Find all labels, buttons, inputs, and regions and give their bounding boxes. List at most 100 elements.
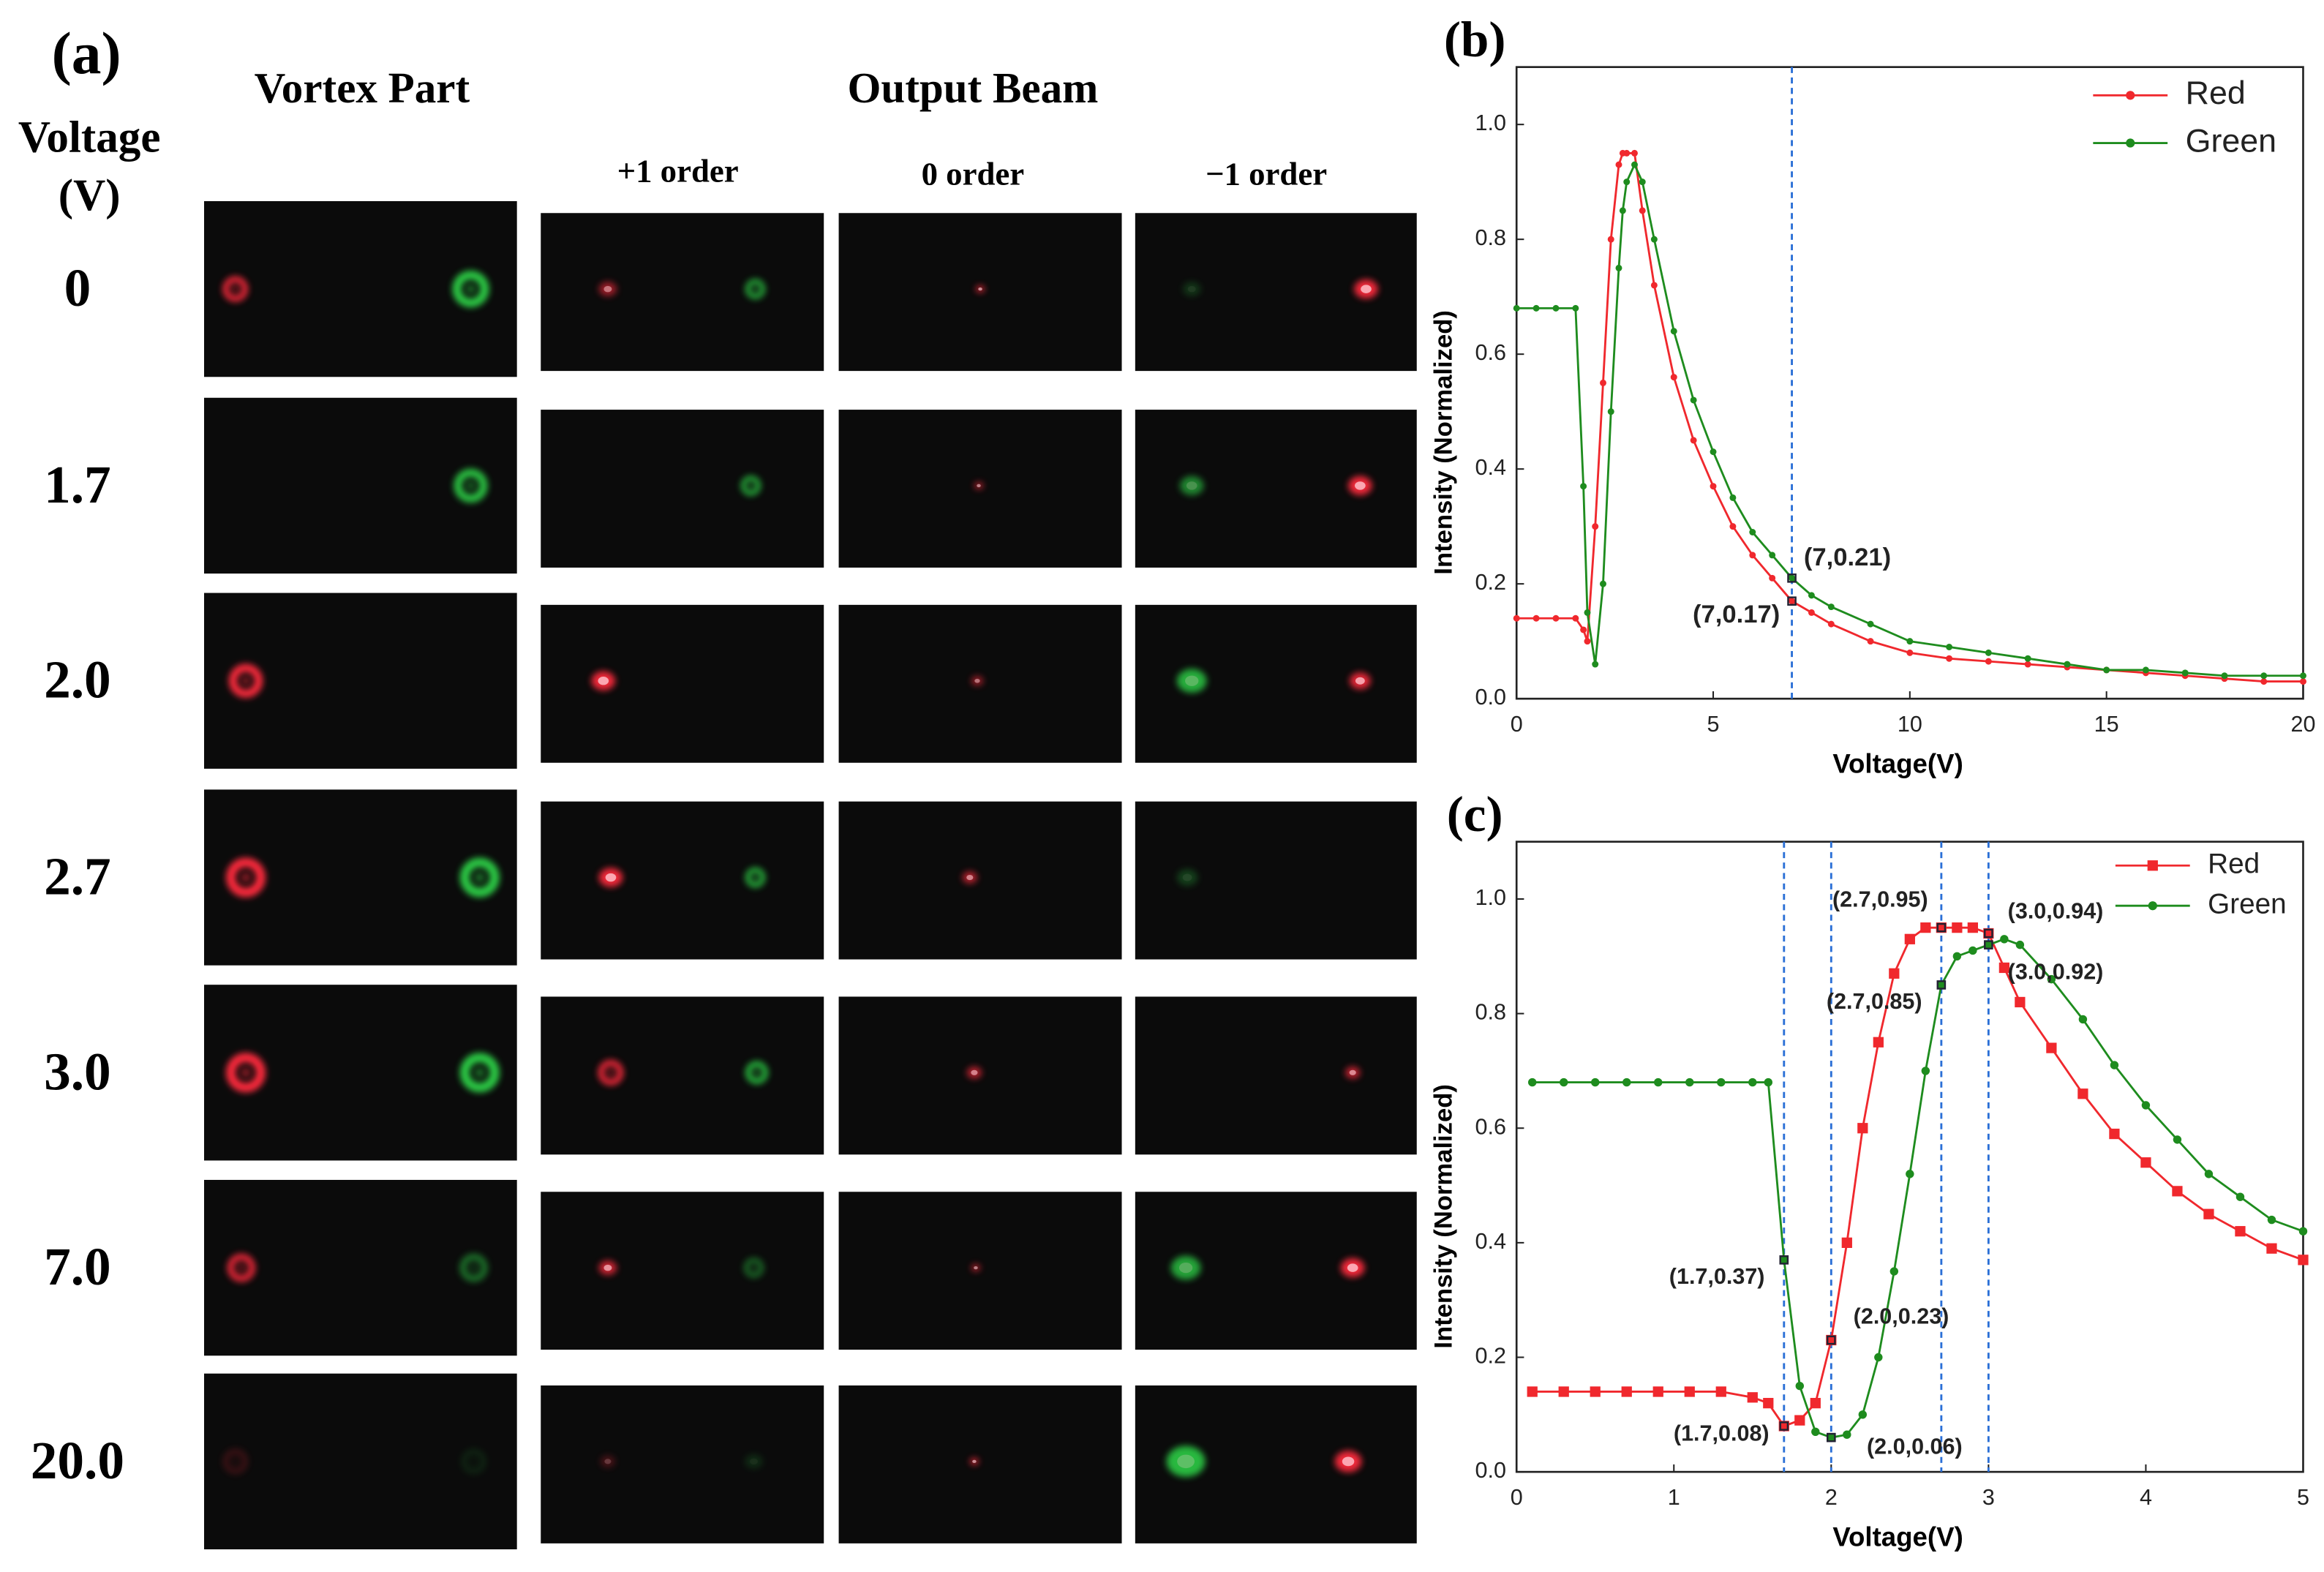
- beam-spot: [1166, 1445, 1206, 1478]
- x-tick-label: 10: [1898, 712, 1922, 737]
- beam-spot-core: [1177, 1454, 1195, 1469]
- beam-spot: [971, 676, 984, 686]
- data-marker: [1729, 523, 1737, 530]
- annotation-point: [1779, 1421, 1789, 1431]
- data-marker: [1690, 437, 1697, 444]
- beam-core: [240, 872, 252, 883]
- y-tick-label: 1.0: [1475, 885, 1505, 910]
- y-tick-label: 0.2: [1475, 570, 1505, 595]
- beam-image: [541, 1385, 824, 1543]
- data-marker: [2046, 1042, 2057, 1053]
- data-marker: [2000, 935, 2009, 944]
- data-marker: [1780, 1255, 1789, 1265]
- beam-spot-core: [966, 874, 974, 881]
- beam-spot-core: [604, 1459, 612, 1464]
- order-header: −1 order: [1206, 156, 1327, 192]
- y-axis-label: Intensity (Normalized): [1430, 1084, 1458, 1349]
- data-marker: [2260, 672, 2268, 680]
- x-tick-label: 5: [2297, 1485, 2309, 1510]
- data-marker: [1558, 1386, 1569, 1397]
- beam-core: [470, 1458, 478, 1465]
- annotation-point: [1826, 1432, 1836, 1443]
- legend-marker: [2147, 860, 2158, 871]
- beam-image: [204, 200, 517, 377]
- data-marker: [1841, 1237, 1852, 1248]
- plot-frame: [1515, 840, 2304, 1473]
- beam-spot-core: [978, 287, 982, 291]
- data-marker: [1615, 161, 1622, 168]
- data-marker: [1527, 1386, 1538, 1397]
- y-tick-label: 0.8: [1475, 225, 1505, 250]
- data-marker: [2015, 996, 2026, 1008]
- annotation-point: [1984, 940, 1993, 949]
- data-marker: [1858, 1410, 1868, 1419]
- beam-core: [474, 1067, 485, 1078]
- data-marker: [1827, 620, 1835, 628]
- data-marker: [1867, 638, 1874, 645]
- data-marker: [1631, 149, 1638, 157]
- data-marker: [1968, 946, 1977, 955]
- annotation-point: [1936, 922, 1947, 933]
- data-marker: [2260, 678, 2268, 685]
- beam-ring: [228, 663, 263, 698]
- data-marker: [1684, 1386, 1695, 1397]
- data-marker: [2204, 1170, 2214, 1178]
- y-axis-label: Intensity (Normalized): [1430, 310, 1458, 575]
- beam-ring: [745, 279, 765, 299]
- beam-spot: [598, 282, 617, 296]
- y-tick-label: 0.0: [1475, 685, 1505, 710]
- data-marker: [1572, 304, 1579, 312]
- data-marker: [1811, 1427, 1820, 1437]
- annotation: (3.0,0.94): [2008, 899, 2104, 924]
- data-marker: [1889, 1267, 1899, 1276]
- beam-image: [1135, 801, 1417, 960]
- beam-spot-core: [598, 677, 609, 685]
- voltage-label: 2.7: [44, 846, 111, 906]
- beam-core: [753, 1069, 760, 1076]
- data-marker: [1621, 1386, 1632, 1397]
- annotation-point: [1984, 928, 1993, 939]
- voltage-label: 7.0: [44, 1237, 111, 1296]
- data-marker: [1904, 933, 1915, 944]
- beam-spot-core: [974, 1266, 978, 1270]
- data-marker: [1946, 655, 1953, 662]
- legend-label: Green: [2208, 888, 2287, 919]
- data-marker: [1920, 922, 1931, 933]
- data-marker: [1710, 483, 1717, 490]
- beam-spot-core: [1187, 285, 1196, 293]
- order-header: +1 order: [617, 153, 739, 189]
- data-marker: [2235, 1192, 2245, 1201]
- y-tick-label: 0.6: [1475, 340, 1505, 365]
- data-marker: [2141, 1101, 2151, 1110]
- data-marker: [2181, 669, 2189, 677]
- data-marker: [1763, 1398, 1774, 1409]
- x-tick-label: 15: [2094, 712, 2119, 737]
- annotation: (1.7,0.08): [1674, 1421, 1770, 1446]
- data-marker: [1906, 649, 1914, 656]
- data-marker: [1623, 178, 1631, 186]
- data-marker: [2140, 1157, 2151, 1168]
- data-marker: [1584, 638, 1591, 645]
- data-marker: [2077, 1088, 2088, 1099]
- beam-spot-core: [749, 1458, 758, 1465]
- beam-spot-core: [972, 1459, 977, 1464]
- panel-label: (c): [1447, 786, 1503, 842]
- data-marker: [1560, 1078, 1568, 1087]
- annotation: (7,0.21): [1804, 544, 1891, 571]
- annotation: (2.7,0.95): [1832, 887, 1928, 912]
- data-marker: [1533, 304, 1540, 312]
- beam-image: [541, 996, 824, 1155]
- annotation: (1.7,0.37): [1669, 1264, 1765, 1289]
- data-marker: [2109, 1128, 2120, 1140]
- beam-image: [541, 410, 824, 568]
- data-marker: [1826, 1334, 1837, 1346]
- row-header: Voltage: [18, 113, 161, 162]
- data-marker: [1983, 928, 1994, 939]
- beam-ring: [461, 1448, 486, 1475]
- data-marker: [1639, 207, 1646, 214]
- series-line: [1532, 926, 2304, 1428]
- data-marker: [1936, 922, 1947, 933]
- data-marker: [1769, 574, 1776, 582]
- x-tick-label: 20: [2291, 712, 2316, 737]
- legend-marker: [2126, 138, 2135, 148]
